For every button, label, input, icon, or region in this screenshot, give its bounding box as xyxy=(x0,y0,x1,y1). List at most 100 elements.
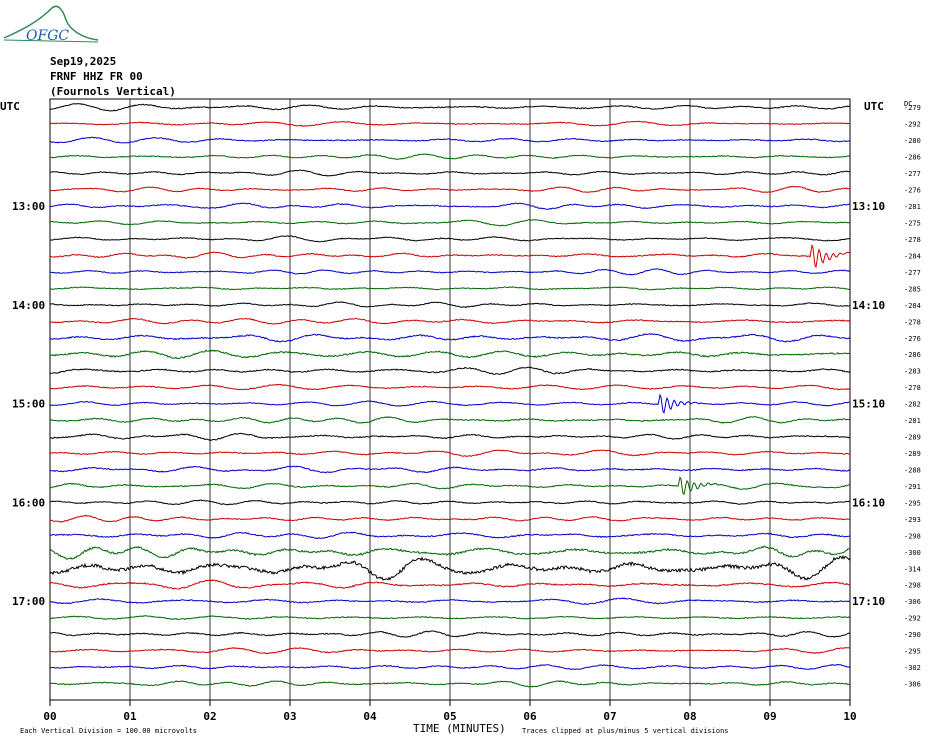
left-hour-label: 15:00 xyxy=(12,398,45,411)
header-station: FRNF HHZ FR 00 xyxy=(50,70,143,83)
utc-label-right: UTC xyxy=(864,100,884,113)
dc-offset-label: -279 xyxy=(904,104,921,112)
dc-offset-label: -306 xyxy=(904,598,921,606)
right-hour-label: 17:10 xyxy=(852,595,885,608)
seismic-trace xyxy=(49,286,851,291)
dc-label: DC xyxy=(904,100,912,108)
seismic-trace xyxy=(49,202,851,210)
seismic-trace xyxy=(49,169,850,177)
scale-note: Each Vertical Division = 100.00 microvol… xyxy=(20,727,197,735)
dc-offset-label: -281 xyxy=(904,417,921,425)
dc-offset-label: -280 xyxy=(904,137,921,145)
x-tick-label: 08 xyxy=(683,710,696,723)
seismic-trace xyxy=(49,185,851,194)
x-tick-label: 09 xyxy=(763,710,776,723)
logo-mountain-icon xyxy=(3,5,99,41)
dc-offset-label: -275 xyxy=(904,219,921,227)
dc-offset-label: -314 xyxy=(904,565,921,573)
seismic-trace xyxy=(49,383,850,391)
seismic-trace xyxy=(49,647,850,655)
seismic-trace xyxy=(50,615,851,621)
seismic-trace xyxy=(49,366,851,375)
dc-offset-label: -278 xyxy=(904,236,921,244)
x-axis-ticks: 00 01 02 03 04 05 06 07 08 09 10 xyxy=(43,710,856,723)
dc-offset-label: -282 xyxy=(904,401,921,409)
right-hour-label: 14:10 xyxy=(852,299,885,312)
seismic-trace xyxy=(49,349,851,360)
plot-grid xyxy=(49,98,851,706)
dc-offset-label: -300 xyxy=(904,549,921,557)
seismic-trace xyxy=(49,393,851,414)
dc-offset-label: -292 xyxy=(904,121,921,129)
seismic-trace xyxy=(49,449,851,457)
seismic-trace xyxy=(49,531,851,540)
seismic-trace xyxy=(49,597,851,605)
dc-offset-label: -284 xyxy=(904,252,921,260)
trace-group xyxy=(49,103,851,688)
x-tick-label: 04 xyxy=(363,710,377,723)
dc-offset-label: -286 xyxy=(904,154,921,162)
dc-offset-label: -278 xyxy=(904,318,921,326)
left-hour-label: 16:00 xyxy=(12,496,45,509)
dc-offset-label: -298 xyxy=(904,532,921,540)
seismic-trace xyxy=(49,317,851,325)
dc-offset-label: -289 xyxy=(904,450,921,458)
right-hour-labels: 13:10 14:10 15:10 16:10 17:10 xyxy=(852,200,885,608)
dc-offset-label: -298 xyxy=(904,582,921,590)
left-hour-label: 17:00 xyxy=(12,595,45,608)
seismic-trace xyxy=(49,499,851,506)
dc-offset-labels: -279 -292 -280 -286 -277 -276 -281 -275 -278 -284… xyxy=(904,104,921,688)
seismic-trace xyxy=(49,153,851,160)
logo-text: OFGC xyxy=(26,28,69,44)
seismic-trace xyxy=(50,514,850,523)
x-tick-label: 05 xyxy=(443,710,456,723)
dc-offset-label: -276 xyxy=(904,335,921,343)
dc-offset-label: -288 xyxy=(904,466,921,474)
dc-offset-label: -306 xyxy=(904,681,921,689)
x-tick-label: 03 xyxy=(283,710,296,723)
logo-base-line xyxy=(3,39,99,43)
x-axis-title: TIME (MINUTES) xyxy=(413,722,506,735)
x-tick-label: 06 xyxy=(523,710,537,723)
seismic-trace xyxy=(49,301,851,309)
dc-offset-label: -290 xyxy=(904,631,921,639)
dc-offset-label: -277 xyxy=(904,269,921,277)
seismic-trace xyxy=(49,219,851,227)
x-tick-label: 00 xyxy=(43,710,56,723)
dc-offset-label: -281 xyxy=(904,203,921,211)
seismic-trace xyxy=(49,465,851,474)
left-hour-label: 14:00 xyxy=(12,299,45,312)
dc-offset-label: -278 xyxy=(904,384,921,392)
dc-offset-label: -291 xyxy=(904,483,921,491)
seismic-trace xyxy=(50,630,851,638)
seismic-trace xyxy=(49,432,851,441)
seismic-trace xyxy=(49,663,851,671)
x-tick-label: 07 xyxy=(603,710,616,723)
x-tick-label: 01 xyxy=(123,710,137,723)
x-tick-label: 10 xyxy=(843,710,856,723)
dc-offset-label: -293 xyxy=(904,516,921,524)
ofgc-logo: OFGC xyxy=(3,5,99,44)
seismic-trace xyxy=(49,680,851,688)
dc-offset-label: -283 xyxy=(904,368,921,376)
dc-offset-label: -295 xyxy=(904,499,921,507)
right-hour-label: 15:10 xyxy=(852,398,885,411)
dc-offset-label: -289 xyxy=(904,434,921,442)
x-tick-label: 02 xyxy=(203,710,216,723)
seismic-trace xyxy=(49,333,851,343)
dc-offset-label: -276 xyxy=(904,187,921,195)
seismic-trace xyxy=(49,416,851,424)
seismic-trace xyxy=(49,136,851,144)
dc-offset-label: -286 xyxy=(904,351,921,359)
clip-note: Traces clipped at plus/minus 5 vertical … xyxy=(522,727,729,735)
header-location: (Fournols Vertical) xyxy=(50,85,176,98)
utc-label-left: UTC xyxy=(0,100,20,113)
left-hour-labels: 13:00 14:00 15:00 16:00 17:00 xyxy=(12,200,45,608)
left-hour-label: 13:00 xyxy=(12,200,45,213)
seismic-trace xyxy=(49,554,851,581)
header-date: Sep19,2025 xyxy=(50,55,116,68)
seismic-trace xyxy=(49,545,851,560)
seismic-trace xyxy=(49,103,851,112)
dc-offset-label: -292 xyxy=(904,615,921,623)
